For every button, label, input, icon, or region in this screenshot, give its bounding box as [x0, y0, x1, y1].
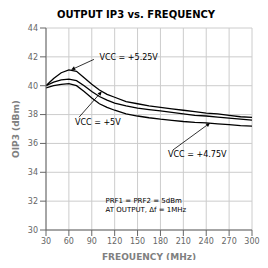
svg-text:240: 240 — [199, 237, 214, 246]
svg-text:44: 44 — [28, 24, 38, 33]
svg-text:300: 300 — [244, 237, 259, 246]
svg-text:36: 36 — [28, 139, 38, 148]
svg-text:180: 180 — [153, 237, 168, 246]
svg-text:30: 30 — [41, 237, 51, 246]
svg-text:90: 90 — [87, 237, 97, 246]
svg-text:60: 60 — [64, 237, 74, 246]
svg-text:30: 30 — [28, 226, 38, 235]
svg-text:34: 34 — [28, 168, 38, 177]
svg-text:120: 120 — [107, 237, 122, 246]
svg-text:32: 32 — [28, 197, 38, 206]
svg-text:VCC = +5V: VCC = +5V — [75, 117, 121, 126]
html-text:OUTPUT IP3 vs. FREQUENCY: OUTPUT IP3 vs. FREQUENCY — [56, 9, 216, 20]
svg-text:42: 42 — [28, 53, 38, 62]
svg-text:FREQUENCY (MHz): FREQUENCY (MHz) — [102, 252, 196, 260]
svg-text:150: 150 — [130, 237, 145, 246]
svg-text:VCC = +4.75V: VCC = +4.75V — [168, 149, 227, 158]
svg-text:PRF1 = PRF2 = 5dBmAT OUTPUT, Δ: PRF1 = PRF2 = 5dBmAT OUTPUT, Δf = 1MHz — [106, 197, 187, 214]
svg-text:OIP3 (dBm): OIP3 (dBm) — [11, 100, 21, 158]
svg-text:38: 38 — [28, 110, 38, 119]
svg-text:40: 40 — [28, 82, 38, 91]
svg-text:270: 270 — [221, 237, 236, 246]
svg-text:VCC = +5.25V: VCC = +5.25V — [99, 52, 158, 61]
svg-text:210: 210 — [176, 237, 191, 246]
